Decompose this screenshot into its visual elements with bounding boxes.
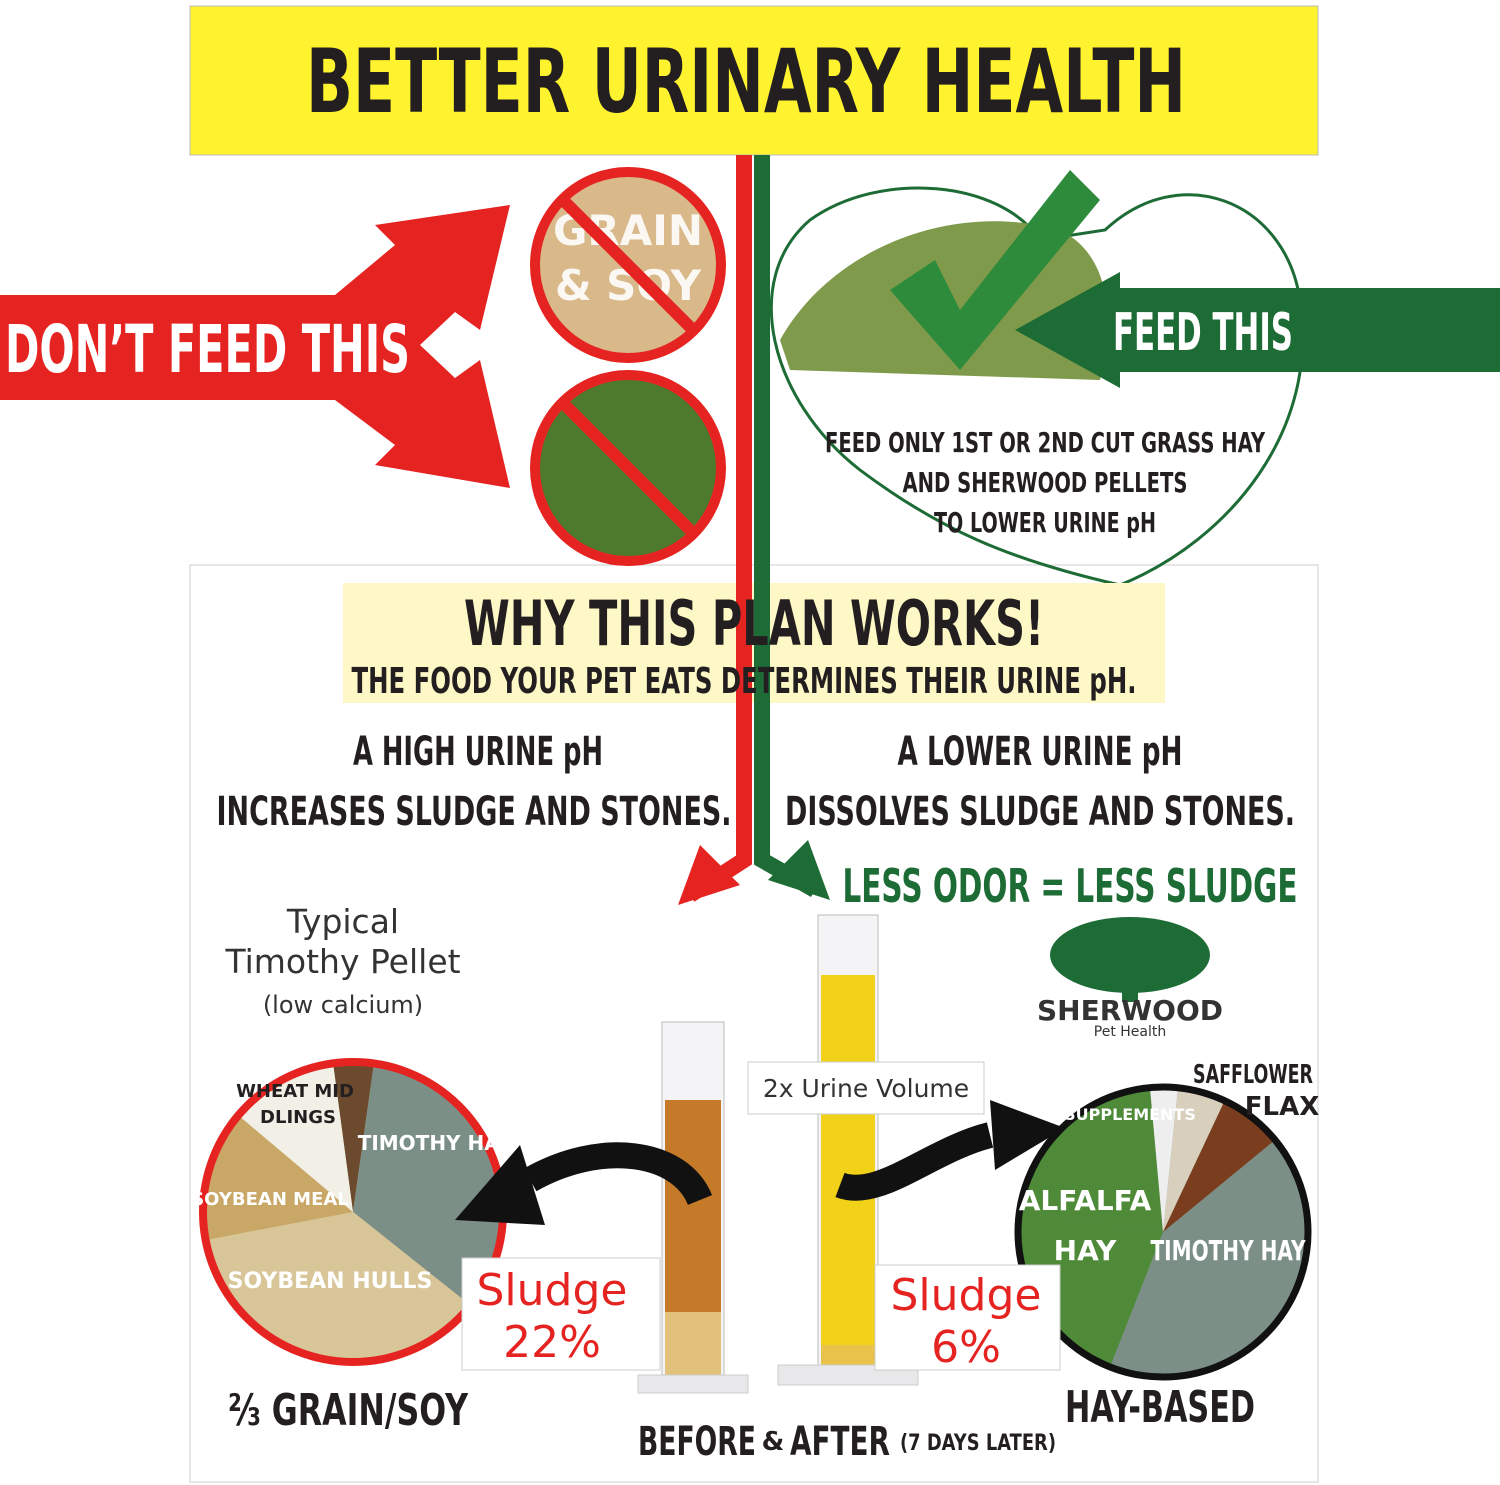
odor: LESS ODOR = LESS SLUDGE bbox=[843, 859, 1298, 913]
pie-slice bbox=[203, 1115, 353, 1240]
sludge-box bbox=[874, 1264, 1061, 1371]
pie-label: WHEAT MID bbox=[236, 1081, 354, 1102]
urine-before bbox=[665, 1100, 721, 1312]
pie-label: FLAX bbox=[1245, 1092, 1320, 1122]
footer-before: BEFORE bbox=[638, 1419, 756, 1465]
pie-slice bbox=[1020, 1088, 1163, 1232]
low-ph: DISSOLVES SLUDGE AND STONES. bbox=[785, 789, 1295, 835]
low-ph: A LOWER URINE pH bbox=[898, 729, 1183, 775]
logo-trunk bbox=[1122, 980, 1138, 1002]
plan-subtitle: THE FOOD YOUR PET EATS DETERMINES THEIR … bbox=[352, 661, 1137, 702]
sludge-after bbox=[821, 1345, 875, 1365]
logo-tree bbox=[1050, 917, 1210, 993]
typical: Typical bbox=[286, 902, 399, 941]
pie-label: ALFALFA bbox=[1019, 1184, 1152, 1217]
pie-slice bbox=[1163, 1088, 1225, 1232]
footer-after: AFTER bbox=[790, 1419, 890, 1465]
typical: Timothy Pellet bbox=[224, 942, 460, 981]
pie-label: DLINGS bbox=[260, 1107, 336, 1128]
footer-note: (7 DAYS LATER) bbox=[900, 1431, 1056, 1456]
title: BETTER URINARY HEALTH bbox=[306, 30, 1186, 133]
high-ph: A HIGH URINE pH bbox=[353, 729, 603, 775]
footer-amp: & bbox=[762, 1427, 785, 1457]
pie-slice bbox=[1150, 1088, 1178, 1232]
right-pie bbox=[1014, 1083, 1312, 1381]
curve-arrow bbox=[835, 1122, 994, 1201]
pie-slice bbox=[353, 1063, 503, 1305]
pie-slice bbox=[206, 1212, 470, 1361]
heart bbox=[769, 186, 1305, 587]
pie-label: SOYBEAN MEAL bbox=[191, 1189, 349, 1210]
pie-label: SOYBEAN HULLS bbox=[228, 1269, 433, 1294]
plan-title: WHY THIS PLAN WORKS! bbox=[464, 587, 1044, 660]
sludge-value: 22% bbox=[503, 1317, 601, 1368]
dont-feed-label: DON’T FEED THIS bbox=[5, 311, 410, 388]
pie-label: SAFFLOWER bbox=[1193, 1060, 1313, 1090]
heart-line: FEED ONLY 1ST OR 2ND CUT GRASS HAY bbox=[825, 426, 1266, 459]
cylinder-base bbox=[637, 1374, 749, 1394]
typical: (low calcium) bbox=[263, 991, 423, 1019]
sludge-value: 6% bbox=[931, 1322, 1001, 1373]
pie-label: TIMOTHY HAY bbox=[1151, 1234, 1307, 1267]
brand: SHERWOOD bbox=[1037, 994, 1223, 1027]
pie-border bbox=[1014, 1083, 1312, 1381]
volume-box bbox=[747, 1061, 985, 1115]
title-box bbox=[189, 5, 1319, 156]
high-ph: INCREASES SLUDGE AND STONES. bbox=[217, 789, 732, 835]
volume-note: 2x Urine Volume bbox=[763, 1074, 969, 1103]
sludge-before bbox=[665, 1312, 721, 1377]
left-caption: ⅔ GRAIN/SOY bbox=[228, 1385, 469, 1436]
heart-line: AND SHERWOOD PELLETS bbox=[903, 466, 1188, 499]
brand-tagline: Pet Health bbox=[1094, 1024, 1166, 1040]
slash bbox=[557, 194, 699, 336]
feed-arrow bbox=[1015, 272, 1500, 388]
urine-after bbox=[821, 975, 875, 1345]
green-arrowhead bbox=[768, 840, 830, 900]
pie-label: HAY bbox=[1054, 1234, 1117, 1267]
heart-line: TO LOWER URINE pH bbox=[934, 506, 1156, 539]
curve-arrow bbox=[523, 1142, 713, 1206]
pie-label: SUPPLEMENTS bbox=[1064, 1105, 1196, 1124]
checkmark bbox=[890, 170, 1100, 370]
curve-arrowhead bbox=[990, 1100, 1065, 1170]
left-pie bbox=[199, 1058, 507, 1366]
sludge-box bbox=[461, 1257, 661, 1371]
sludge-label: Sludge bbox=[891, 1270, 1042, 1321]
pie-slice bbox=[238, 1063, 353, 1212]
feed-label: FEED THIS bbox=[1113, 303, 1293, 363]
pie-slice bbox=[333, 1063, 374, 1212]
sludge-label: Sludge bbox=[477, 1265, 628, 1316]
curve-arrowhead bbox=[455, 1145, 545, 1225]
pie-label: TIMOTHY HAY bbox=[358, 1131, 513, 1155]
dont-feed-arrow bbox=[0, 205, 510, 488]
right-caption: HAY-BASED bbox=[1065, 1382, 1255, 1433]
pie-slice bbox=[1163, 1100, 1275, 1232]
slash bbox=[557, 397, 699, 539]
red-arrowhead bbox=[678, 845, 740, 905]
